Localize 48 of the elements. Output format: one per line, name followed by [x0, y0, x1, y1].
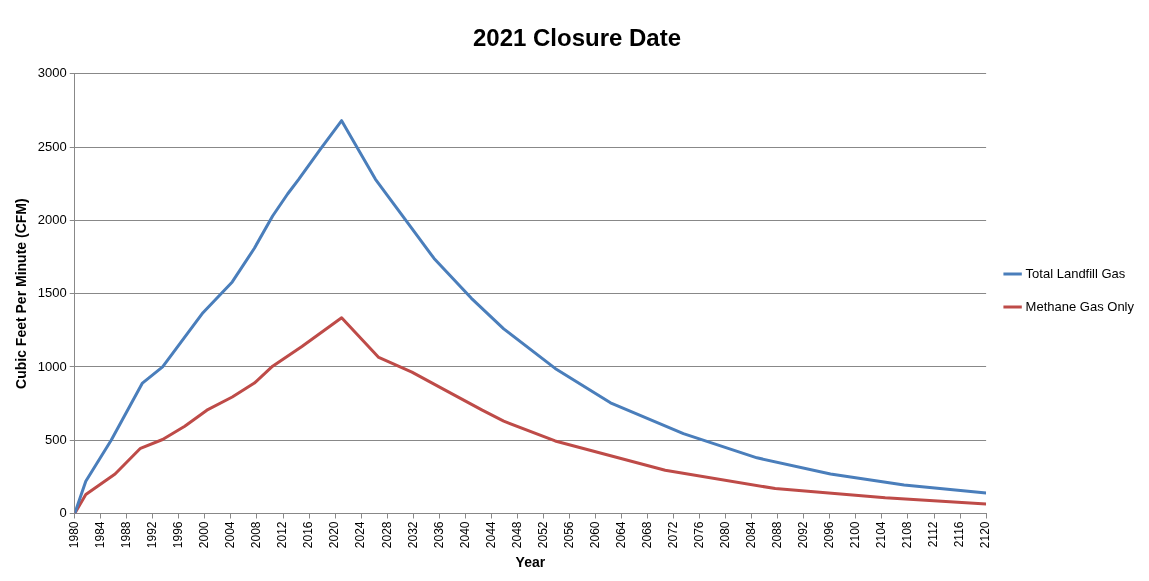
x-tick-label: 1992: [145, 521, 160, 549]
x-tick-label: 2108: [900, 521, 915, 549]
x-tick-label: 2012: [275, 521, 290, 549]
legend-label: Total Landfill Gas: [1025, 265, 1126, 281]
x-tick-label: 2060: [587, 521, 602, 549]
y-axis-title: Cubic Feet Per Minute (CFM): [13, 198, 30, 389]
x-tick-label: 2096: [822, 521, 837, 549]
x-tick-label: 2008: [249, 521, 264, 549]
y-tick-label: 1000: [37, 358, 67, 374]
x-tick-label: 2024: [353, 521, 368, 549]
x-tick-label: 2020: [327, 521, 342, 549]
x-tick-label: 2076: [691, 521, 706, 549]
x-tick-label: 2120: [978, 521, 993, 549]
x-tick-label: 1984: [93, 521, 108, 549]
x-tick-label: 2032: [405, 521, 420, 549]
x-tick-label: 2084: [744, 521, 759, 549]
x-tick-label: 2052: [535, 521, 550, 549]
x-tick-label: 2072: [665, 521, 680, 549]
y-tick-label: 500: [45, 431, 67, 447]
x-tick-label: 2004: [223, 521, 238, 549]
legend-label: Methane Gas Only: [1025, 298, 1135, 314]
y-tick-label: 2500: [37, 138, 67, 154]
x-tick-label: 2056: [561, 521, 576, 549]
y-tick-label: 3000: [37, 65, 67, 81]
x-tick-label: 2104: [874, 521, 889, 549]
x-tick-label: 1980: [67, 521, 82, 549]
x-tick-label: 2016: [301, 521, 316, 549]
x-tick-label: 2044: [483, 521, 498, 549]
x-tick-label: 1996: [171, 521, 186, 549]
x-tick-label: 2092: [796, 521, 811, 549]
x-tick-label: 2088: [770, 521, 785, 549]
chart-title: 2021 Closure Date: [472, 24, 682, 52]
x-tick-label: 2112: [926, 521, 941, 548]
x-tick-label: 2064: [613, 521, 628, 549]
x-tick-label: 1988: [119, 521, 134, 549]
y-tick-label: 0: [59, 505, 67, 521]
x-tick-label: 2100: [848, 521, 863, 549]
x-tick-label: 2036: [431, 521, 446, 549]
x-tick-label: 2028: [379, 521, 394, 549]
y-tick-label: 2000: [37, 211, 67, 227]
x-tick-label: 2040: [457, 521, 472, 549]
x-tick-label: 2116: [952, 521, 967, 548]
x-tick-label: 2080: [718, 521, 733, 549]
x-tick-label: 2000: [197, 521, 212, 549]
x-axis-title: Year: [515, 554, 546, 571]
x-tick-label: 2068: [639, 521, 654, 549]
x-tick-label: 2048: [509, 521, 524, 549]
y-tick-label: 1500: [37, 285, 67, 301]
